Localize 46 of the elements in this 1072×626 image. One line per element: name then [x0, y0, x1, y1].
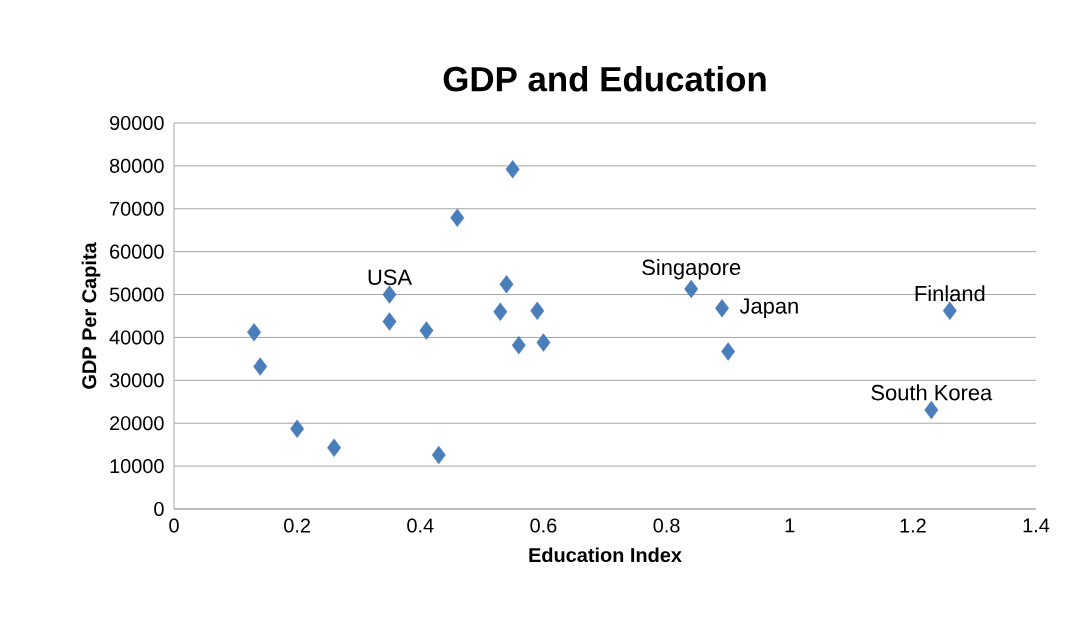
x-tick-label: 0.8	[653, 518, 680, 533]
x-tick-label: 1	[785, 518, 795, 533]
x-tick-label: 1.4	[1023, 518, 1050, 533]
point	[382, 312, 397, 331]
point	[511, 335, 526, 355]
point	[253, 357, 268, 376]
annotation: USA	[368, 269, 412, 286]
y-tick-label: 0	[154, 501, 164, 517]
x-tick-label: 0.4	[407, 518, 434, 533]
point	[499, 275, 514, 294]
point	[924, 400, 939, 420]
x-tick-label: 1.2	[900, 518, 926, 533]
point	[715, 299, 729, 318]
point	[493, 302, 508, 321]
x-tick-label: 0.6	[530, 518, 557, 533]
chart-title: GDP and Education	[443, 65, 766, 92]
y-tick-label: 10000	[110, 459, 164, 474]
point	[431, 445, 446, 465]
point	[721, 342, 736, 361]
point	[450, 208, 465, 227]
y-tick-label: 20000	[110, 416, 164, 431]
y-tick-label: 80000	[109, 158, 164, 173]
y-axis-title: GDP Per Capita	[81, 242, 101, 389]
annotation: Finland	[915, 285, 985, 302]
y-tick-label: 60000	[110, 244, 164, 259]
point	[419, 321, 434, 340]
point	[247, 323, 261, 342]
point	[536, 333, 551, 352]
y-tick-label: 90000	[110, 115, 164, 131]
x-axis-title: Education Index	[529, 547, 682, 563]
x-tick-label: 0.2	[284, 518, 310, 533]
y-tick-label: 50000	[109, 287, 164, 302]
point	[505, 160, 520, 179]
y-tick-label: 70000	[110, 201, 164, 216]
annotation: Japan	[739, 298, 798, 319]
point	[942, 301, 957, 321]
annotation: South Korea	[871, 384, 993, 401]
x-tick-label: 0	[169, 518, 179, 533]
point	[290, 419, 305, 438]
point	[382, 285, 397, 304]
point	[530, 301, 545, 321]
y-tick-label: 40000	[109, 330, 164, 345]
point	[327, 438, 342, 457]
point	[684, 279, 699, 299]
y-tick-label: 30000	[109, 373, 164, 388]
annotation: Singapore	[642, 259, 741, 280]
